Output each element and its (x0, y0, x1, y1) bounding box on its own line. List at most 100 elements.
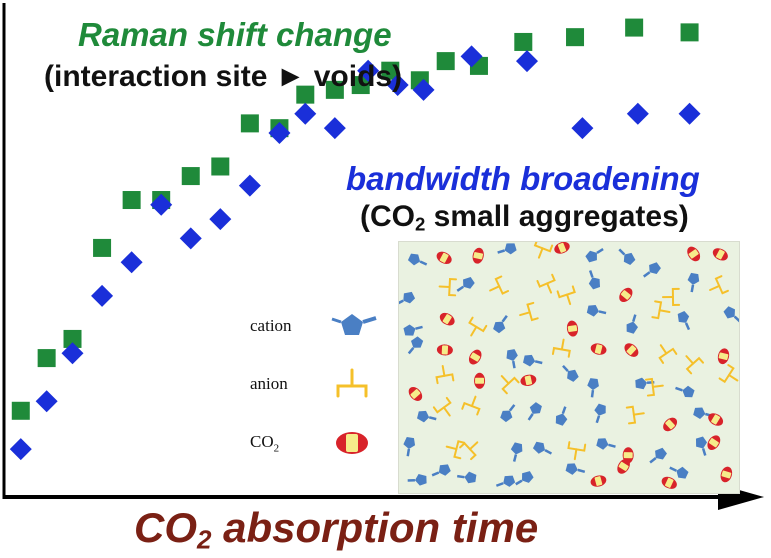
bandwidth-point (357, 59, 380, 82)
molecule-co2 (687, 246, 701, 262)
bandwidth-point (238, 174, 261, 197)
molecule-cation (723, 306, 741, 323)
anion-icon (336, 368, 368, 398)
molecule-co2 (707, 435, 721, 450)
raman-point (11, 401, 30, 420)
raman-point (63, 329, 82, 348)
bandwidth-point (61, 342, 84, 365)
molecule-anion (567, 441, 587, 461)
raman-point (680, 23, 699, 42)
molecule-cation (431, 464, 451, 477)
raman-point (296, 85, 315, 104)
bandwidth-point (150, 193, 173, 216)
molecule-co2 (566, 320, 579, 337)
raman-point (93, 238, 112, 257)
bandwidth-point (571, 117, 594, 140)
bandwidth-point (323, 117, 346, 140)
molecule-anion (658, 344, 678, 364)
raman-point (436, 52, 455, 71)
molecule-anion (461, 395, 481, 416)
molecule-cation (565, 463, 586, 475)
molecule-anion (435, 364, 455, 385)
molecule-cation (515, 471, 534, 486)
bandwidth-point (294, 102, 317, 125)
molecule-anion (625, 405, 645, 425)
molecule-anion (644, 377, 664, 397)
raman-shift-title: Raman shift change (78, 16, 392, 53)
bandwidth-point (460, 45, 483, 68)
molecule-anion (651, 300, 671, 320)
bandwidth-title: bandwidth broadening (346, 160, 700, 197)
raman-point (240, 114, 259, 133)
bandwidth-point (268, 121, 291, 144)
molecule-cation (588, 270, 601, 290)
molecule-cation (585, 247, 604, 263)
molecule-cation (510, 442, 523, 462)
molecule-anion (709, 275, 729, 295)
molecule-cation (586, 305, 607, 317)
x-axis-label-subscript: 2 (197, 524, 212, 555)
molecule-cation (626, 314, 638, 334)
molecule-co2 (436, 344, 453, 356)
raman-point (351, 76, 370, 95)
molecule-co2 (708, 413, 724, 426)
molecule-co2 (717, 348, 730, 365)
molecule-cation (669, 466, 689, 479)
x-axis-label-pre: CO (134, 504, 197, 551)
molecule-co2 (468, 349, 482, 365)
raman-point (37, 349, 56, 368)
molecule-cation (403, 436, 416, 457)
bandwidth-subtitle-pre: (CO (360, 200, 415, 233)
molecule-anion (533, 238, 554, 259)
molecule-cation (493, 314, 508, 334)
molecule-cation (396, 291, 416, 306)
molecule-cation (649, 447, 667, 464)
series-bandwidth (9, 45, 701, 461)
bandwidth-point (386, 74, 409, 97)
molecule-cation (407, 253, 428, 266)
molecule-cation (677, 311, 691, 331)
molecule-cation (555, 406, 568, 426)
raman-point (625, 18, 644, 37)
molecule-cation (643, 262, 661, 278)
bandwidth-point (35, 390, 58, 413)
bandwidth-subtitle: (CO2 small aggregates) (360, 200, 689, 236)
co2-icon (336, 432, 368, 454)
molecule-anion (519, 301, 539, 322)
molecule-co2 (663, 417, 678, 432)
molecule-co2 (520, 374, 537, 386)
molecule-cation (407, 336, 424, 355)
molecule-co2 (590, 343, 607, 355)
raman-point (122, 191, 141, 210)
molecular-inset (396, 238, 741, 494)
molecule-anion (489, 275, 510, 295)
molecule-cation (495, 475, 516, 487)
molecule-anion (718, 364, 739, 384)
molecule-co2 (472, 247, 484, 264)
raman-point (325, 80, 344, 99)
molecule-cation (407, 474, 427, 486)
molecule-cation (523, 354, 543, 367)
bandwidth-point (412, 78, 435, 101)
molecule-anion (661, 287, 681, 306)
molecule-cation (417, 410, 437, 423)
molecule-anion (438, 277, 457, 297)
molecule-cation (562, 364, 579, 382)
molecule-anion (551, 338, 571, 358)
bandwidth-point (209, 208, 232, 231)
molecule-anion (459, 441, 479, 461)
molecule-anion (445, 440, 466, 460)
molecule-co2 (554, 241, 570, 254)
molecule-co2 (619, 287, 633, 303)
x-axis-label: CO2 absorption time (134, 504, 538, 556)
bandwidth-subtitle-subscript: 2 (415, 213, 426, 235)
legend-co2-subscript: 2 (273, 442, 280, 455)
molecule-co2 (624, 343, 639, 357)
bandwidth-point (9, 438, 32, 461)
raman-point (381, 61, 400, 80)
molecule-cation (457, 471, 477, 484)
molecule-anion (500, 375, 520, 395)
molecule-cation (596, 438, 616, 450)
